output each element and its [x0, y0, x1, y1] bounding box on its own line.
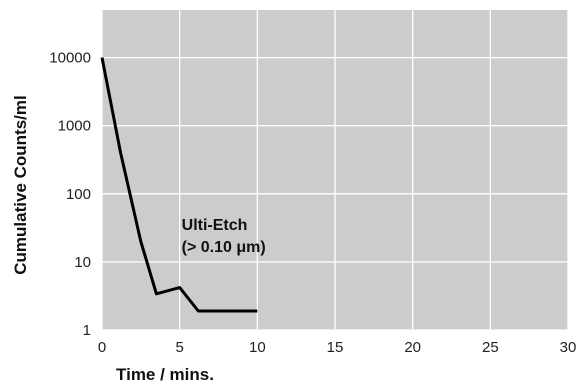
x-tick-label: 5	[175, 339, 183, 356]
x-tick-label: 0	[98, 339, 106, 356]
series-annotation-name: Ulti-Etch	[182, 217, 248, 234]
series-layer	[100, 57, 258, 313]
y-tick-labels: 1 10 100 1000 10000	[49, 50, 91, 339]
y-tick-label: 100	[66, 186, 91, 203]
series-annotation-threshold: (> 0.10 μm)	[182, 239, 266, 256]
y-tick-label: 1	[83, 322, 91, 339]
x-tick-label: 15	[327, 339, 344, 356]
series-line	[100, 57, 258, 313]
y-tick-label: 1000	[58, 118, 91, 135]
grid-lines	[101, 10, 569, 331]
x-tick-label: 25	[482, 339, 499, 356]
x-tick-labels: 0 5 10 15 20 25 30	[98, 339, 577, 356]
x-tick-label: 30	[560, 339, 577, 356]
y-tick-label: 10	[74, 254, 91, 271]
x-tick-label: 20	[404, 339, 421, 356]
y-tick-label: 10000	[49, 50, 91, 67]
x-axis-title: Time / mins.	[116, 365, 214, 384]
x-tick-label: 10	[249, 339, 266, 356]
y-axis-title: Cumulative Counts/ml	[11, 95, 30, 274]
